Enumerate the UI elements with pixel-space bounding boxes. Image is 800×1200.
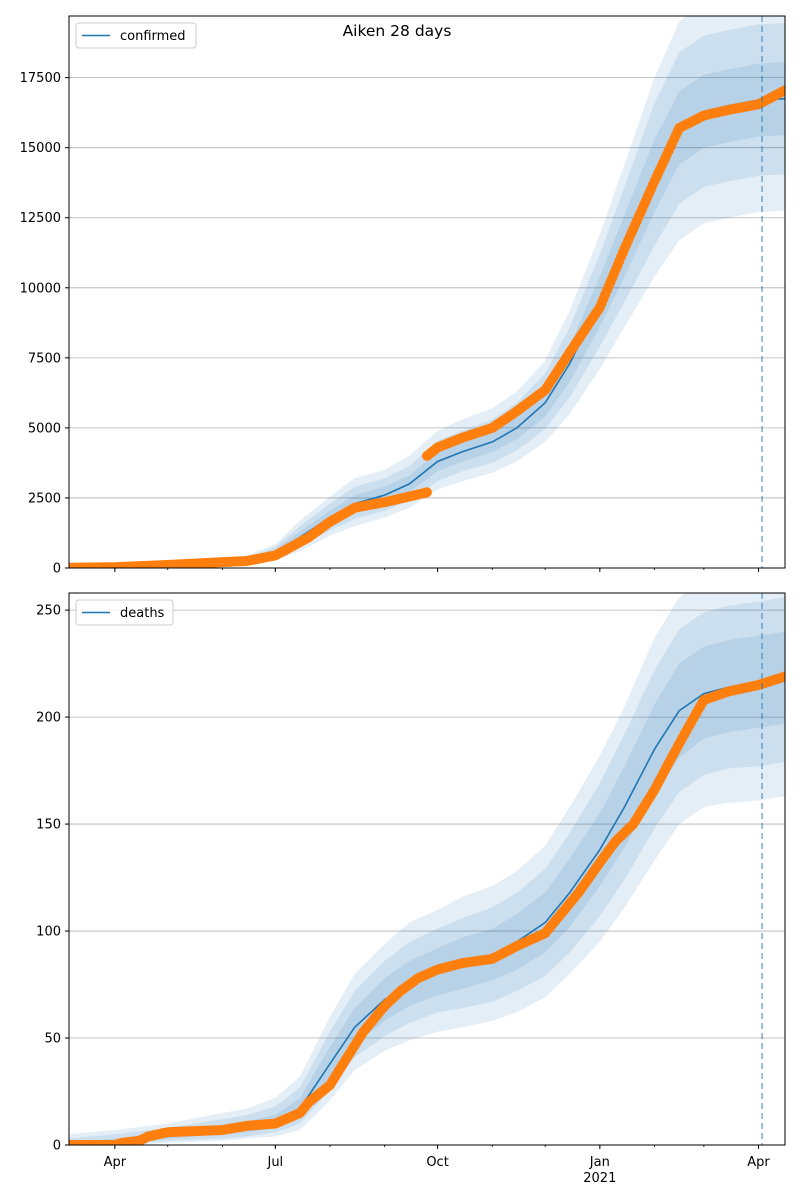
y-tick-label: 0 [53,1139,61,1154]
y-tick-label: 7500 [28,351,61,366]
confirmed-panel: 0 2500 5000 7500 10000 12500 15000 17500 confirm… [20,15,786,577]
y-tick-label: 12500 [20,211,61,226]
x-tick-label: Jul [266,1155,283,1170]
y-tick-label: 10000 [20,281,61,296]
x-tick-sublabel: 2021 [583,1171,616,1186]
observed-point [780,85,785,96]
legend-box [75,22,197,49]
uncertainty-band [69,631,785,1145]
y-tick-label: 50 [44,1032,61,1047]
plot-area [69,16,785,568]
y-tick-label: 0 [53,562,61,577]
x-tick-label: Jan [589,1155,610,1170]
y-tick-label: 15000 [20,141,61,156]
y-tick-label: 150 [36,818,61,833]
axes-frame [68,592,786,1146]
x-tick-label: Apr [104,1155,127,1170]
legend: confirmed [75,22,197,49]
legend-label: deaths [120,606,165,621]
y-tick-label: 250 [36,604,61,619]
chart-title: Aiken 28 days [343,22,452,40]
y-tick-label: 17500 [20,71,61,86]
y-tick-label: 200 [36,711,61,726]
uncertainty-band [69,593,785,1145]
observed-point [780,671,785,682]
legend-box [75,599,174,626]
axes-frame [68,15,786,569]
deaths-panel: 0 50 100 150 200 250 deaths [36,592,786,1154]
y-tick-label: 5000 [28,421,61,436]
x-tick-label: Apr [747,1155,770,1170]
observed-point [422,487,432,498]
x-tick-label: Oct [426,1155,448,1170]
y-tick-label: 100 [36,925,61,940]
legend-label: confirmed [120,29,186,44]
y-tick-label: 2500 [28,491,61,506]
plot-area [69,593,785,1145]
uncertainty-band [69,597,785,1145]
legend: deaths [75,599,174,626]
